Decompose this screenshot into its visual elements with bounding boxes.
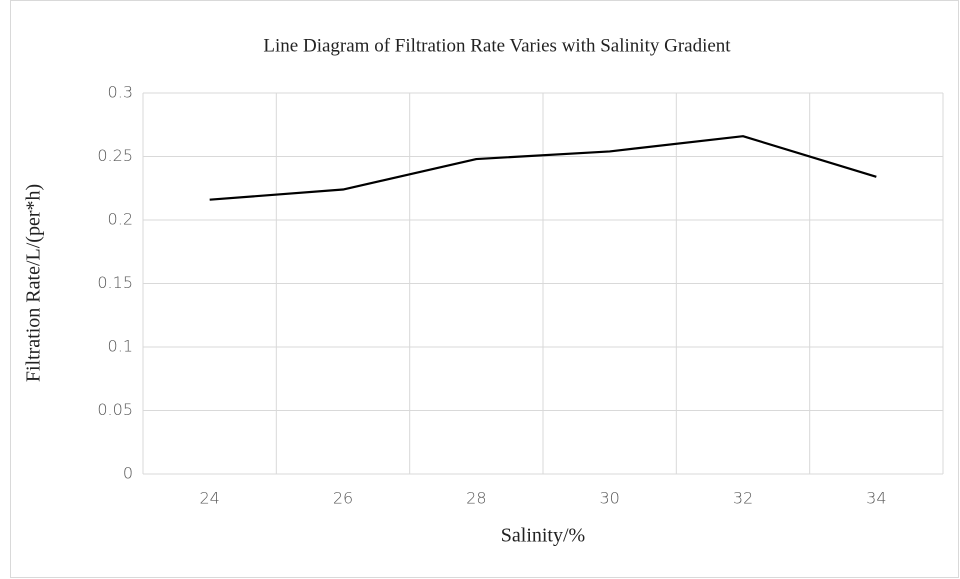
chart-title: Line Diagram of Filtration Rate Varies w…	[263, 35, 731, 56]
x-tick-label: 24	[199, 489, 219, 508]
x-tick-label: 28	[466, 489, 486, 508]
data-line	[209, 135, 877, 201]
x-tick-label: 32	[733, 489, 753, 508]
y-tick-label: 0.1	[108, 337, 133, 356]
x-axis-label: Salinity/%	[501, 525, 585, 547]
y-tick-label: 0.3	[108, 83, 133, 102]
y-tick-label: 0.05	[97, 400, 133, 419]
y-tick-label: 0	[123, 464, 133, 483]
y-axis-label: Filtration Rate/L/(per*h)	[23, 184, 45, 382]
x-tick-label: 30	[599, 489, 619, 508]
y-tick-label: 0.25	[97, 146, 133, 165]
y-tick-label: 0.15	[97, 273, 133, 292]
y-tick-label: 0.2	[108, 210, 133, 229]
chart-border	[10, 0, 959, 578]
x-tick-label: 26	[333, 489, 353, 508]
x-tick-label: 34	[866, 489, 886, 508]
